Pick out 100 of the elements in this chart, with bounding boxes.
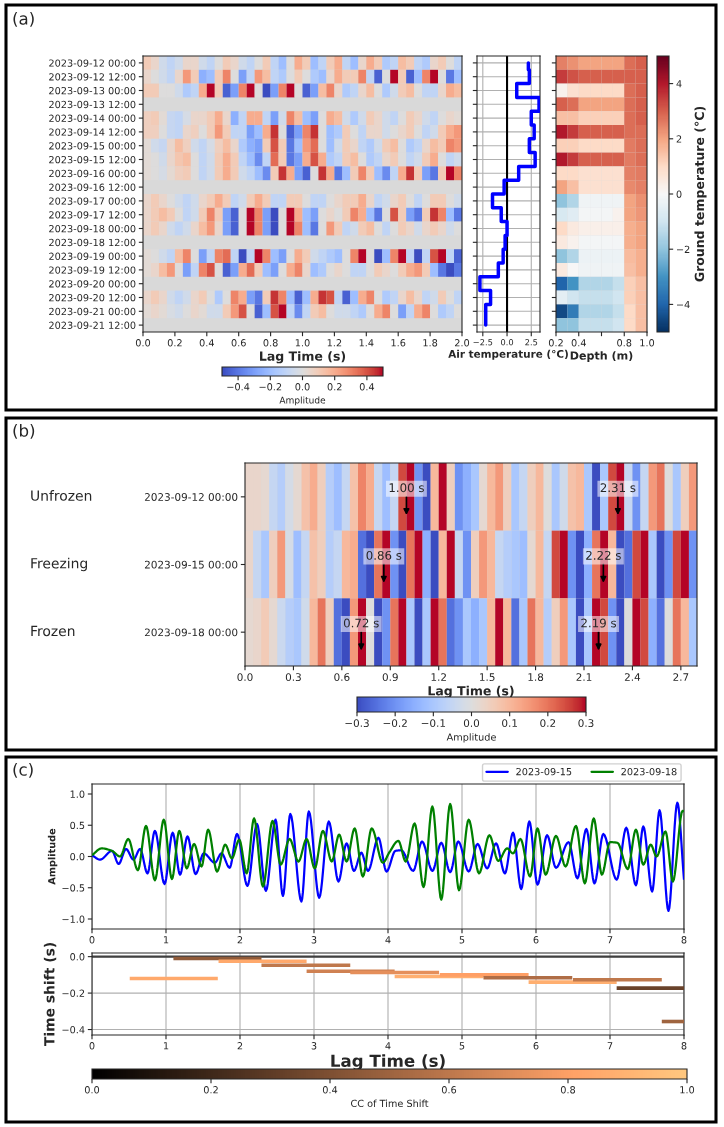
chart-title: (c) — [13, 762, 33, 778]
x-tick-label: 4 — [385, 1042, 391, 1050]
y-tick-label: 2023-09-18 00:00 — [144, 628, 238, 637]
x-tick-label: 2 — [237, 936, 243, 944]
x-tick-label: 6 — [533, 936, 539, 944]
x-tick-label: 1.8 — [423, 339, 438, 347]
x-axis-title: Air temperature (°C) — [448, 349, 568, 360]
color-bar-label: 0.4 — [322, 1086, 338, 1094]
color-bar-title: Ground temperature (°C) — [694, 106, 707, 282]
color-bar-label: 0 — [676, 190, 682, 198]
y2-tick-label: Freezing — [31, 557, 87, 572]
x-tick-label: 0 — [89, 936, 95, 944]
x-tick-label: 1.2 — [431, 673, 446, 681]
y-tick-label: 2023-09-18 12:00 — [49, 238, 136, 247]
y-tick-label: 2023-09-15 12:00 — [49, 155, 136, 164]
color-bar-label: −0.3 — [345, 719, 369, 728]
color-bar-label: 0.0 — [295, 383, 310, 391]
annotation: 2.19 s — [581, 618, 617, 628]
y-tick-label: 0.5 — [70, 821, 85, 830]
color-bar-label: −0.2 — [383, 719, 407, 728]
annotation: 2.31 s — [600, 483, 636, 493]
annotation: 0.72 s — [343, 618, 379, 628]
x-tick-label: 0.6 — [334, 673, 350, 682]
x-tick-label: 2.1 — [576, 673, 592, 681]
y-tick-label: 1.0 — [70, 790, 85, 798]
x-tick-label: 1.8 — [528, 673, 544, 682]
color-bar-title: Amplitude — [446, 733, 496, 743]
x-tick-label: 0.8 — [263, 339, 278, 347]
x-tick-label: 2.4 — [624, 673, 641, 681]
y-tick-label: 0.0 — [70, 953, 85, 961]
x-tick-label: 0.3 — [285, 673, 301, 682]
x-tick-label: 7 — [607, 1042, 613, 1050]
y-tick-label: 2023-09-15 00:00 — [144, 560, 238, 569]
x-tick-label: 1.6 — [391, 339, 406, 347]
y-tick-label: 2023-09-21 00:00 — [49, 307, 136, 316]
y-tick-label: 2023-09-14 00:00 — [49, 114, 136, 122]
y-tick-label: 2023-09-16 00:00 — [49, 169, 136, 178]
color-bar-label: 0.2 — [327, 383, 342, 391]
color-bar-label: −2 — [676, 245, 690, 253]
x-tick-label: 5 — [459, 1042, 465, 1050]
x-tick-label: 0.2 — [167, 339, 182, 347]
x-tick-label: 2 — [237, 1042, 243, 1050]
x-tick-label: 1.0 — [640, 339, 655, 347]
color-bar-label: −0.4 — [227, 383, 250, 391]
y-tick-label: −0.4 — [62, 1026, 85, 1034]
annotation: 1.00 s — [389, 483, 424, 493]
y-tick-label: 2023-09-19 12:00 — [49, 266, 136, 274]
x-tick-label: 8 — [681, 936, 687, 944]
text: (b) — [13, 423, 35, 439]
y-tick-label: 2023-09-13 00:00 — [49, 86, 136, 95]
x-tick-label: 0.6 — [231, 339, 246, 347]
y-axis-title: Amplitude — [47, 828, 58, 885]
y2-tick-label: Unfrozen — [31, 490, 92, 501]
y-tick-label: 2023-09-17 00:00 — [49, 197, 136, 205]
color-bar-label: 0.4 — [359, 383, 375, 391]
y-tick-label: 0.0 — [70, 852, 85, 861]
x-tick-label: 1.5 — [480, 673, 495, 682]
x-tick-label: −2.5 — [473, 339, 493, 346]
color-bar-label: 0.2 — [540, 719, 556, 728]
x-tick-label: 2.0 — [454, 339, 470, 347]
y-tick-label: 2023-09-12 00:00 — [49, 59, 136, 67]
x-tick-label: 4 — [385, 936, 391, 944]
annotation: 0.86 s — [366, 550, 402, 560]
y2-tick-label: Frozen — [31, 625, 75, 637]
x-tick-label: 0.4 — [571, 339, 586, 347]
y-tick-label: 2023-09-15 00:00 — [49, 142, 136, 150]
x-axis-title: Lag Time (s) — [331, 1054, 445, 1071]
y-axis-title: Time shift (s) — [43, 943, 57, 1047]
color-bar-label: −0.2 — [259, 383, 282, 391]
color-bar-label: 0.6 — [441, 1086, 457, 1094]
y-tick-label: 2023-09-13 12:00 — [49, 100, 136, 109]
annotation: 2.22 s — [586, 550, 621, 560]
legend-label: 2023-09-18 — [621, 767, 677, 776]
x-axis-title: Lag Time (s) — [260, 351, 346, 364]
y-tick-label: 2023-09-12 12:00 — [49, 73, 136, 81]
color-bar-label: 0.0 — [463, 719, 480, 728]
color-bar-label: 0.2 — [203, 1086, 218, 1094]
y-tick-label: −0.2 — [62, 989, 85, 997]
y-tick-label: 2023-09-12 00:00 — [144, 493, 238, 501]
y-tick-label: 2023-09-14 12:00 — [49, 128, 136, 136]
color-bar-label: 0.1 — [502, 719, 517, 728]
x-tick-label: 0.0 — [500, 339, 514, 346]
y-tick-label: 2023-09-20 12:00 — [49, 293, 136, 302]
y-tick-label: 2023-09-21 12:00 — [49, 321, 136, 329]
x-tick-label: 0.4 — [199, 339, 214, 347]
x-tick-label: 6 — [533, 1042, 539, 1050]
x-tick-label: 0.8 — [617, 339, 632, 347]
y-tick-label: −0.5 — [62, 884, 85, 892]
x-axis-title: Lag Time (s) — [428, 685, 514, 698]
x-tick-label: 0.9 — [382, 673, 398, 682]
y-tick-label: 2023-09-16 12:00 — [49, 183, 136, 191]
x-tick-label: 2.7 — [673, 673, 689, 681]
y-tick-label: 2023-09-20 00:00 — [49, 280, 136, 288]
y-tick-label: 2023-09-18 00:00 — [49, 224, 136, 233]
x-tick-label: 1 — [163, 936, 169, 944]
y-tick-label: −1.0 — [62, 915, 85, 923]
color-bar-label: −4 — [676, 301, 690, 309]
x-tick-label: 0.0 — [237, 673, 253, 682]
color-bar-title: CC of Time Shift — [350, 1099, 429, 1108]
color-bar-label: 2 — [676, 135, 682, 143]
